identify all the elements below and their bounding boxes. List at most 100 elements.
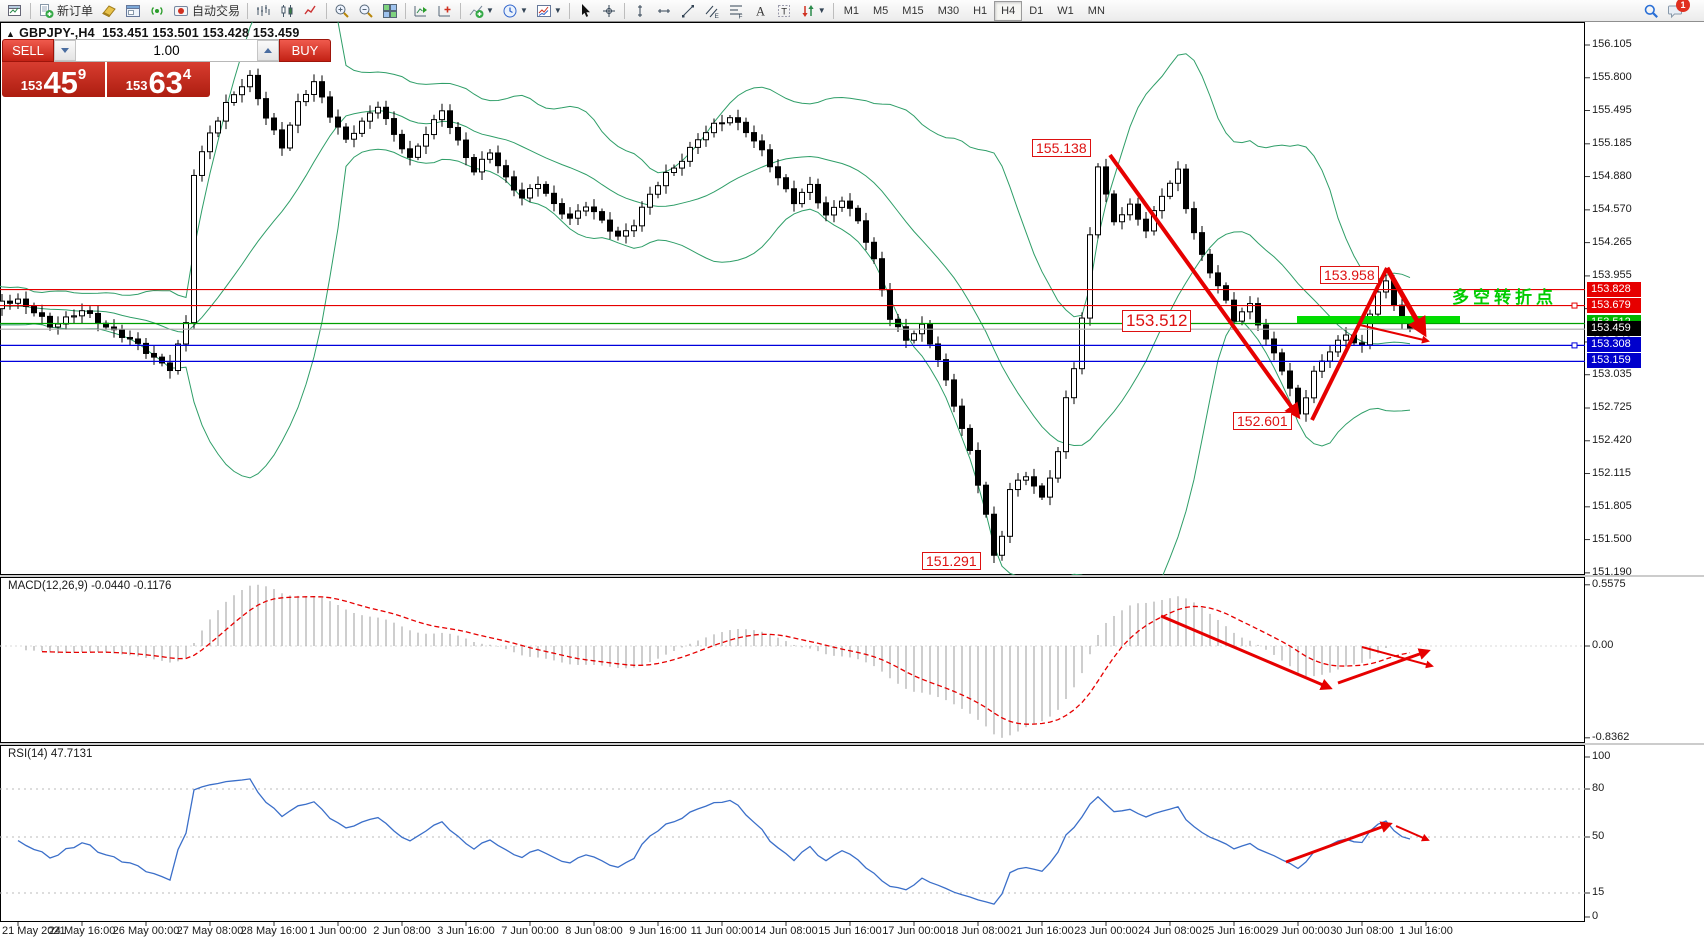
timeframe-w1[interactable]: W1: [1057, 4, 1074, 17]
text-icon[interactable]: A: [748, 0, 772, 22]
auto-trading-button[interactable]: 自动交易: [169, 0, 244, 22]
line-chart-icon[interactable]: [299, 0, 323, 22]
timeframe-d1[interactable]: D1: [1029, 4, 1044, 17]
trend-arrow[interactable]: [1160, 614, 1333, 690]
price-annotation-box[interactable]: 153.958: [1320, 266, 1379, 285]
buy-price-pip: 4: [182, 66, 192, 83]
arrows-icon[interactable]: ▼: [796, 0, 830, 22]
time-tick: 14 Jun 08:00: [754, 925, 818, 937]
buy-price[interactable]: 153 63 4: [107, 62, 210, 98]
notifications-icon[interactable]: 1: [1663, 0, 1690, 22]
horizontal-line-icon[interactable]: [652, 0, 676, 22]
buy-button[interactable]: BUY: [279, 39, 331, 62]
price-tick: 155.800: [1592, 70, 1632, 83]
price-tick: 151.805: [1592, 499, 1632, 512]
equidistant-channel-icon[interactable]: E: [700, 0, 724, 22]
price-tick: 152.115: [1592, 466, 1631, 479]
price-tick: 154.880: [1592, 169, 1632, 182]
timeframe-mn[interactable]: MN: [1087, 4, 1105, 17]
price-tag: 153.679: [1587, 297, 1641, 313]
turning-point-note[interactable]: 多空转折点: [1452, 288, 1557, 307]
main-chart-panel[interactable]: [0, 0, 1585, 650]
timeframe-m15[interactable]: M15: [902, 4, 924, 17]
time-tick: 28 May 16:00: [240, 925, 308, 937]
zoom-out-icon[interactable]: [354, 0, 378, 22]
line-handle[interactable]: [1571, 302, 1578, 309]
price-annotation-box[interactable]: 151.291: [922, 552, 981, 571]
crosshair-icon[interactable]: [597, 0, 621, 22]
indicators-icon[interactable]: ▼: [464, 0, 498, 22]
market-watch-icon[interactable]: [97, 0, 121, 22]
support-zone-bar[interactable]: [1297, 316, 1460, 323]
price-annotation-box[interactable]: 153.512: [1122, 310, 1192, 332]
bar-chart-icon[interactable]: [251, 0, 275, 22]
timeframe-m5[interactable]: M5: [873, 4, 889, 17]
trend-arrow[interactable]: [1108, 153, 1301, 420]
volume-down-button[interactable]: [54, 40, 76, 61]
search-icon[interactable]: [1639, 0, 1663, 22]
price-tick: 153.955: [1592, 268, 1632, 281]
time-tick: 1 Jul 16:00: [1399, 925, 1453, 937]
trend-arrow[interactable]: [1395, 825, 1430, 842]
collapse-icon[interactable]: ▲: [6, 29, 16, 39]
signal-icon[interactable]: [145, 0, 169, 22]
svg-text:T: T: [781, 6, 787, 17]
tile-windows-icon[interactable]: [378, 0, 402, 22]
ohlc-values: 153.451 153.501 153.428 153.459: [102, 26, 300, 40]
separator: [405, 2, 407, 19]
time-tick: 21 Jun 16:00: [1010, 925, 1074, 937]
text-label-icon[interactable]: T: [772, 0, 796, 22]
new-order-button[interactable]: 新订单: [34, 0, 97, 22]
auto-scroll-icon[interactable]: [409, 0, 433, 22]
price-tick: 152.420: [1592, 433, 1632, 446]
zoom-in-icon[interactable]: [330, 0, 354, 22]
fibonacci-icon[interactable]: F: [724, 0, 748, 22]
separator: [326, 2, 328, 19]
time-tick: 30 Jun 08:00: [1330, 925, 1394, 937]
templates-icon[interactable]: ▼: [532, 0, 566, 22]
sell-price[interactable]: 153 45 9: [2, 62, 105, 98]
price-tag: 153.459: [1587, 321, 1641, 337]
dropdown-caret-icon: ▼: [519, 6, 528, 15]
new-chart-icon[interactable]: [3, 0, 27, 22]
price-annotation-box[interactable]: 155.138: [1032, 139, 1091, 158]
svg-text:F: F: [738, 13, 742, 19]
data-window-icon[interactable]: [121, 0, 145, 22]
price-tick: 155.185: [1592, 136, 1632, 149]
time-tick: 2 Jun 08:00: [373, 925, 431, 937]
sell-button[interactable]: SELL: [2, 39, 54, 62]
trend-arrow[interactable]: [1285, 821, 1393, 864]
price-annotation-box[interactable]: 152.601: [1233, 412, 1292, 431]
volume-up-button[interactable]: [257, 40, 279, 61]
chart-shift-icon[interactable]: [433, 0, 457, 22]
time-tick: 25 Jun 16:00: [1202, 925, 1266, 937]
caret-up-icon: [264, 48, 272, 53]
timeframe-m30[interactable]: M30: [937, 4, 960, 17]
cursor-icon[interactable]: [573, 0, 597, 22]
trend-arrow[interactable]: [1384, 266, 1427, 338]
trend-arrow[interactable]: [1361, 646, 1434, 669]
candlestick-chart-icon[interactable]: [275, 0, 299, 22]
panel-frame: [0, 577, 1585, 743]
volume-stepper: [54, 39, 279, 62]
trend-arrow[interactable]: [1310, 267, 1389, 421]
volume-input[interactable]: [76, 40, 257, 61]
trend-arrow[interactable]: [1359, 324, 1430, 344]
price-tick: 152.725: [1592, 401, 1632, 413]
macd-panel[interactable]: [0, 584, 1585, 738]
time-tick: 21 May 2021: [2, 925, 66, 937]
line-handle[interactable]: [1571, 342, 1578, 349]
rsi-panel[interactable]: [0, 778, 1585, 905]
timeframe-m1[interactable]: M1: [843, 4, 859, 17]
one-click-trading-panel: SELL BUY 153 45 9 153 63 4: [2, 39, 331, 98]
price-tick: 151.500: [1592, 532, 1632, 545]
timeframe-h1[interactable]: H1: [973, 4, 988, 17]
rsi-tick: 80: [1592, 782, 1605, 794]
periods-icon[interactable]: ▼: [498, 0, 532, 22]
trendline-icon[interactable]: [676, 0, 700, 22]
trend-arrow[interactable]: [1337, 648, 1431, 685]
vertical-line-icon[interactable]: [628, 0, 652, 22]
timeframe-h4[interactable]: H4: [994, 0, 1023, 21]
time-tick: 8 Jun 08:00: [565, 925, 623, 937]
